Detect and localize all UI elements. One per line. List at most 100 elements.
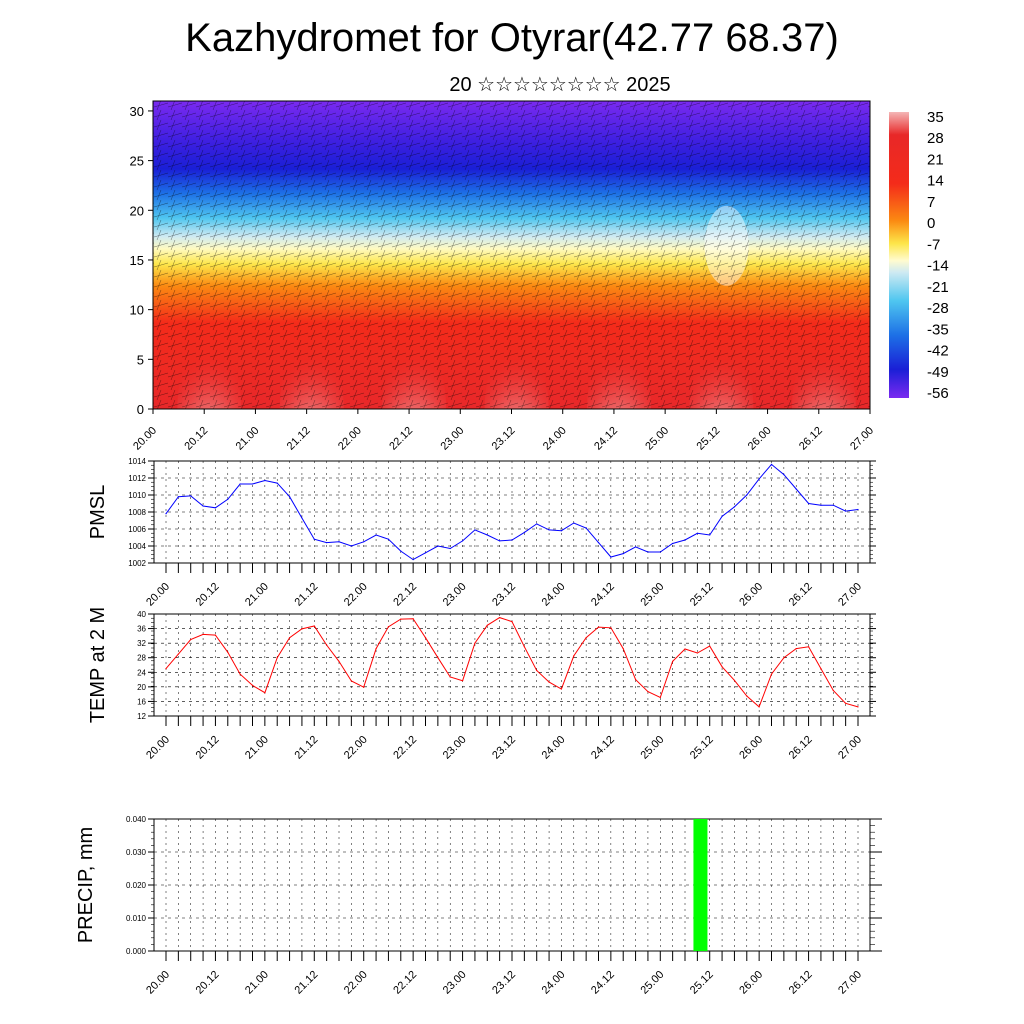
precip-x-tick-label: 26.00 — [737, 969, 765, 997]
pmsl-point — [696, 532, 698, 534]
pmsl-point — [177, 496, 179, 498]
temperature-point — [523, 646, 525, 648]
precip-x-tick-label: 24.12 — [589, 969, 617, 997]
precip-x-tick-label: 20.00 — [144, 969, 172, 997]
pmsl-point — [437, 545, 439, 547]
temperature-point — [647, 690, 649, 693]
precip-ylabel: PRECIP, mm — [75, 827, 97, 943]
pmsl-point — [227, 498, 229, 500]
pmsl-x-tick-label: 23.12 — [490, 581, 518, 609]
temperature-point — [536, 669, 538, 672]
temperature-x-tick-label: 20.12 — [194, 734, 222, 762]
colorbar-label: -21 — [927, 279, 949, 296]
cross-section-y-tick-label: 15 — [130, 253, 144, 268]
pmsl-x-tick-label: 21.00 — [243, 581, 271, 609]
pmsl-point — [770, 463, 773, 465]
pmsl-point — [536, 523, 538, 525]
temperature-point — [746, 695, 748, 697]
colorbar-label: 28 — [927, 130, 944, 147]
temperature-point — [387, 626, 390, 628]
temperature-plot-frame — [153, 613, 871, 717]
cross-section-y-tick-label: 25 — [130, 154, 144, 169]
precip-x-tick-label: 22.12 — [391, 969, 419, 997]
colorbar — [889, 112, 909, 398]
cross-section-x-tick-label: 23.00 — [438, 425, 466, 453]
pmsl-y-tick-label: 1008 — [128, 508, 146, 517]
temperature-point — [795, 648, 797, 650]
pmsl-point — [400, 550, 402, 552]
temperature-point — [733, 679, 736, 681]
cross-section-x-tick-label: 25.00 — [643, 425, 671, 453]
cross-section-x-tick-label: 27.00 — [848, 425, 876, 453]
colorbar-label: -56 — [927, 385, 949, 402]
temperature-point — [165, 668, 167, 670]
temperature-point — [845, 702, 847, 704]
colorbar-label: -28 — [927, 300, 949, 317]
temperature-point — [770, 673, 773, 675]
temperature-point — [412, 618, 414, 620]
pmsl-point — [165, 513, 167, 515]
temperature-y-tick-label: 40 — [137, 610, 146, 619]
temperature-x-tick-label: 25.00 — [638, 734, 666, 762]
cross-section-x-tick-label: 26.12 — [797, 425, 825, 453]
temperature-x-tick-label: 26.12 — [787, 734, 815, 762]
temperature-point — [449, 676, 451, 678]
pmsl-point — [486, 534, 488, 536]
temperature-x-tick-label: 24.00 — [540, 734, 568, 762]
pmsl-x-tick-label: 25.00 — [638, 581, 666, 609]
cross-section-x-tick-label: 20.00 — [131, 425, 159, 453]
temperature-point — [424, 637, 427, 639]
pmsl-point — [190, 495, 192, 497]
pmsl-point — [783, 474, 785, 476]
cross-section-x-tick-label: 20.12 — [182, 425, 210, 453]
pmsl-point — [560, 530, 563, 532]
temperature-point — [548, 681, 550, 683]
pmsl-point — [573, 522, 575, 524]
temperature-point — [560, 688, 563, 690]
temperature-point — [400, 618, 402, 620]
temperature-point — [326, 644, 328, 646]
temperature-x-tick-label: 24.12 — [589, 734, 617, 762]
precip-x-tick-label: 24.00 — [540, 969, 568, 997]
pmsl-point — [239, 483, 241, 485]
temperature-point — [288, 637, 291, 639]
temperature-point — [227, 651, 229, 653]
temperature-y-tick-label: 28 — [137, 654, 146, 663]
pmsl-point — [474, 529, 476, 531]
cross-section-x-tick-label: 24.12 — [592, 425, 620, 453]
temperature-point — [214, 634, 217, 636]
pmsl-point — [387, 538, 390, 540]
cross-section-x-tick-label: 22.12 — [387, 425, 415, 453]
pmsl-point — [548, 529, 550, 531]
pmsl-y-tick-label: 1006 — [128, 525, 146, 534]
colorbar-label: -14 — [927, 258, 949, 275]
temperature-ylabel: TEMP at 2 M — [87, 607, 109, 723]
pmsl-x-tick-label: 25.12 — [688, 581, 716, 609]
precip-x-tick-label: 27.00 — [836, 969, 864, 997]
pmsl-point — [820, 504, 822, 506]
temperature-point — [474, 642, 476, 644]
pmsl-point — [375, 534, 377, 536]
temperature-point — [461, 680, 464, 682]
colorbar-label: 0 — [927, 215, 935, 232]
cross-section-y-tick-label: 20 — [130, 203, 144, 218]
temperature-x-tick-label: 27.00 — [836, 734, 864, 762]
colorbar-label: -35 — [927, 321, 949, 338]
temperature-point — [251, 684, 254, 687]
pmsl-x-tick-label: 24.00 — [540, 581, 568, 609]
pmsl-point — [758, 478, 760, 480]
pmsl-x-tick-label: 20.00 — [144, 581, 172, 609]
pmsl-point — [746, 494, 748, 496]
temperature-point — [709, 645, 711, 647]
temperature-x-tick-label: 25.12 — [688, 734, 716, 762]
temperature-point — [672, 660, 674, 662]
colorbar-label: 21 — [927, 151, 944, 168]
pmsl-x-tick-label: 21.12 — [292, 581, 320, 609]
precip-y-tick-label: 0.030 — [126, 848, 147, 857]
temperature-point — [486, 624, 488, 626]
temperature-point — [610, 627, 612, 629]
temperature-point — [177, 653, 179, 655]
pmsl-point — [363, 541, 365, 543]
temperature-point — [573, 655, 575, 657]
